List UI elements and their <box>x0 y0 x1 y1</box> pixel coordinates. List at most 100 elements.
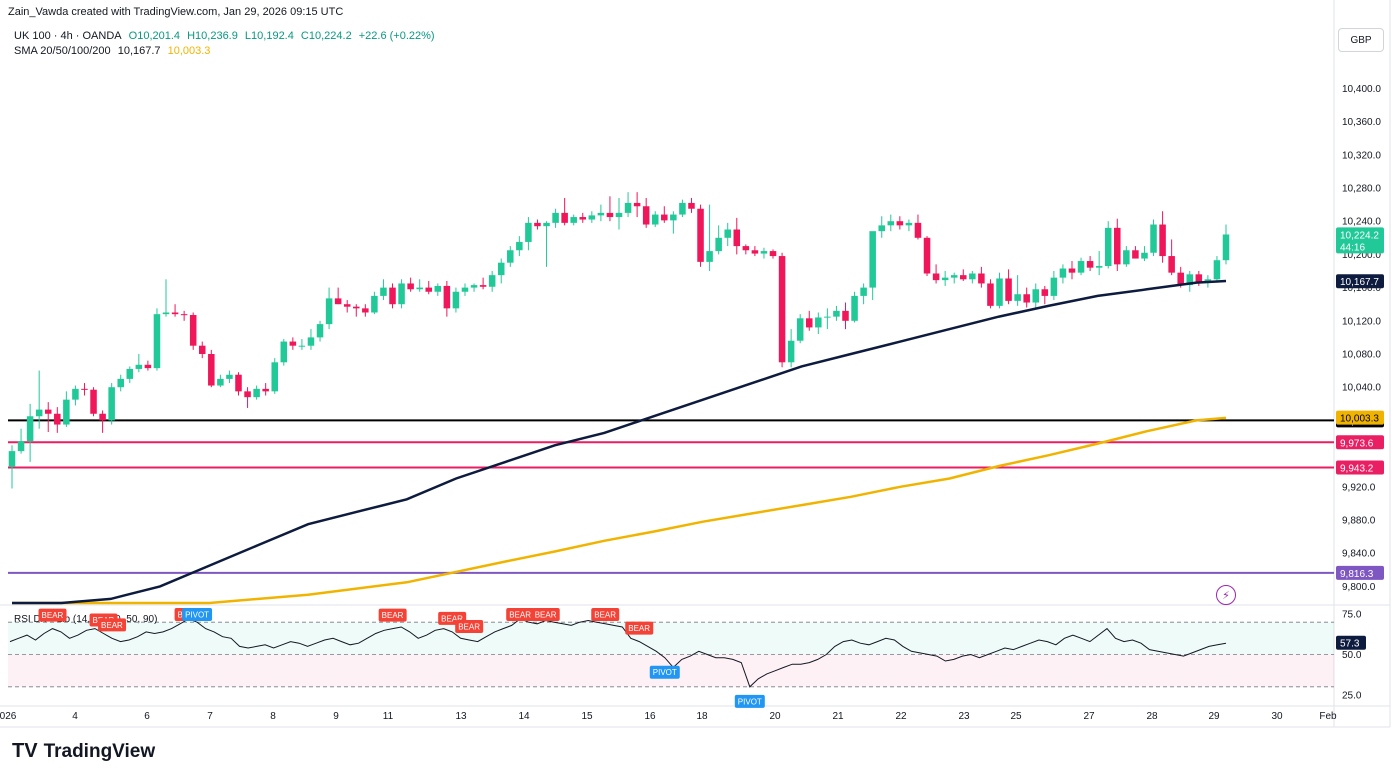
candle[interactable] <box>1186 271 1194 292</box>
candle[interactable] <box>1086 256 1094 271</box>
candle[interactable] <box>443 280 451 317</box>
candle-body[interactable] <box>805 318 813 328</box>
candle[interactable] <box>1050 271 1058 301</box>
candle-body[interactable] <box>706 251 713 262</box>
candle-body[interactable] <box>1204 279 1212 282</box>
candle[interactable] <box>153 308 161 371</box>
candle-body[interactable] <box>597 212 605 216</box>
candle[interactable] <box>90 387 97 417</box>
candle[interactable] <box>425 280 433 295</box>
candle[interactable] <box>697 204 704 267</box>
candle-body[interactable] <box>316 324 324 338</box>
candle-body[interactable] <box>923 237 931 274</box>
bolt-icon[interactable]: ⚡ <box>1216 585 1236 605</box>
candle[interactable] <box>769 249 777 259</box>
candle-body[interactable] <box>651 214 659 225</box>
candle[interactable] <box>878 216 885 238</box>
candle-body[interactable] <box>208 354 215 386</box>
candle-body[interactable] <box>461 287 469 292</box>
candle-body[interactable] <box>353 306 360 309</box>
candle-body[interactable] <box>398 283 405 305</box>
candle[interactable] <box>1032 283 1040 309</box>
candle[interactable] <box>298 339 306 350</box>
candle-body[interactable] <box>298 345 306 347</box>
candle-body[interactable] <box>153 314 161 369</box>
candle-body[interactable] <box>724 229 731 238</box>
candle-body[interactable] <box>796 318 804 341</box>
candle-body[interactable] <box>1050 277 1058 296</box>
candle[interactable] <box>470 283 478 292</box>
candle-body[interactable] <box>969 273 976 280</box>
candle-body[interactable] <box>715 237 722 252</box>
sma-200-line[interactable] <box>12 416 1227 605</box>
candle[interactable] <box>1114 218 1121 271</box>
candle-body[interactable] <box>1041 289 1049 296</box>
candle-body[interactable] <box>334 298 342 305</box>
candle[interactable] <box>171 304 179 317</box>
candle-body[interactable] <box>54 413 61 425</box>
candle-body[interactable] <box>525 222 532 242</box>
candle[interactable] <box>1150 219 1157 257</box>
pivot-marker[interactable] <box>182 608 213 621</box>
candle-body[interactable] <box>978 273 985 284</box>
candle-body[interactable] <box>941 277 949 281</box>
candle-body[interactable] <box>452 291 460 309</box>
candle[interactable] <box>778 252 786 368</box>
candle-body[interactable] <box>932 273 940 281</box>
candle[interactable] <box>516 236 523 257</box>
candle[interactable] <box>552 208 559 228</box>
candle[interactable] <box>923 236 931 276</box>
candle[interactable] <box>860 283 867 305</box>
candle-body[interactable] <box>1086 261 1094 268</box>
candle-body[interactable] <box>362 308 369 313</box>
candle-body[interactable] <box>108 387 115 421</box>
candle-body[interactable] <box>661 214 668 221</box>
candle-body[interactable] <box>642 206 650 225</box>
candle[interactable] <box>1141 246 1148 262</box>
candle-body[interactable] <box>552 212 559 223</box>
candle[interactable] <box>597 204 605 222</box>
candle-body[interactable] <box>887 221 895 226</box>
candle[interactable] <box>1041 285 1049 305</box>
candle[interactable] <box>651 211 659 228</box>
candle[interactable] <box>724 222 731 247</box>
candle-body[interactable] <box>1213 260 1221 280</box>
candle-body[interactable] <box>126 368 134 379</box>
candle-body[interactable] <box>325 298 333 325</box>
candle-body[interactable] <box>624 202 632 213</box>
candle-body[interactable] <box>443 285 451 309</box>
candle-body[interactable] <box>751 250 759 254</box>
candle[interactable] <box>606 196 614 222</box>
candle-body[interactable] <box>1077 261 1085 273</box>
candle[interactable] <box>262 383 269 396</box>
candle[interactable] <box>316 320 324 342</box>
bear-marker[interactable] <box>625 621 654 635</box>
candle[interactable] <box>371 291 378 315</box>
candle[interactable] <box>642 197 650 228</box>
candle-body[interactable] <box>516 241 523 251</box>
candle-body[interactable] <box>425 287 433 292</box>
candle-body[interactable] <box>35 409 43 417</box>
candle-body[interactable] <box>742 246 750 251</box>
candle-body[interactable] <box>733 229 741 247</box>
candle[interactable] <box>525 217 532 251</box>
candle[interactable] <box>579 212 587 223</box>
candle[interactable] <box>996 272 1003 309</box>
candle-body[interactable] <box>679 202 686 215</box>
candle-body[interactable] <box>171 312 179 315</box>
candle[interactable] <box>353 304 360 317</box>
candle[interactable] <box>407 277 414 292</box>
candle[interactable] <box>1005 269 1012 305</box>
candle[interactable] <box>905 219 913 232</box>
candle-body[interactable] <box>579 217 587 220</box>
candle-body[interactable] <box>17 441 25 452</box>
candle-body[interactable] <box>878 225 885 232</box>
candle[interactable] <box>624 192 632 218</box>
candle-body[interactable] <box>497 262 505 276</box>
sma-label[interactable]: SMA 20/50/100/200 <box>14 45 111 57</box>
candle-body[interactable] <box>1123 250 1130 265</box>
candle[interactable] <box>842 302 849 330</box>
bear-marker[interactable] <box>506 608 535 621</box>
bear-marker[interactable] <box>378 608 407 622</box>
candle[interactable] <box>615 197 623 230</box>
